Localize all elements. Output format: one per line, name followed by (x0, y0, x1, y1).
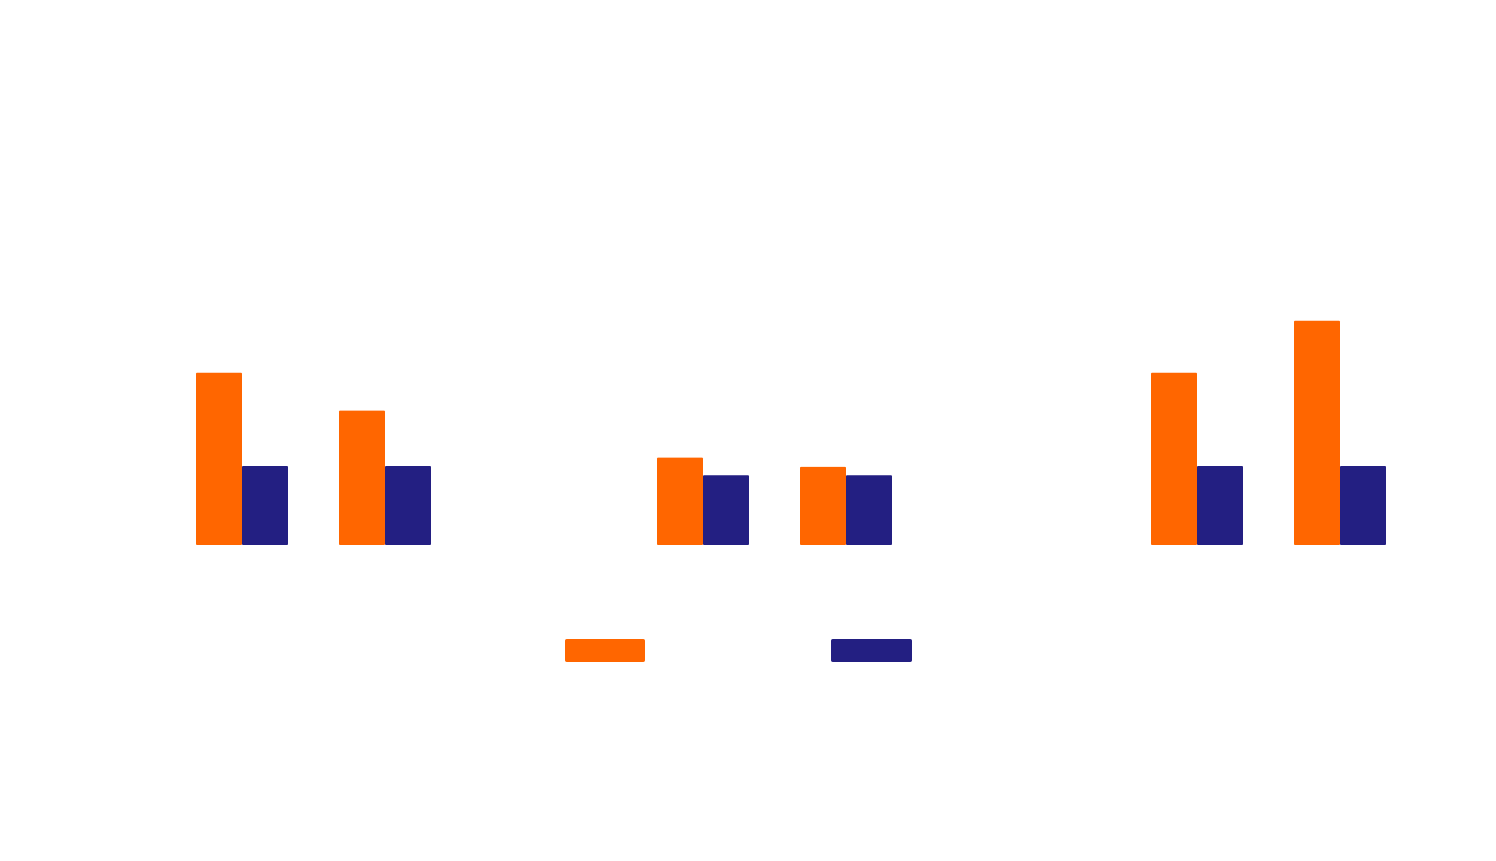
bar-panel2-series2-cat1 (703, 475, 749, 545)
bar-panel3-series2-cat1 (1197, 466, 1243, 545)
bar-panel3-series1-cat1 (1151, 372, 1197, 545)
bar-panel2-series1-cat1 (657, 457, 703, 545)
bar-panel2-series1-cat2 (800, 466, 846, 545)
bar-panel1-series2-cat2 (385, 466, 431, 545)
legend-swatch-series2 (831, 639, 912, 662)
bar-panel3-series2-cat2 (1340, 466, 1386, 545)
legend-swatch-series1 (565, 639, 645, 662)
bar-panel1-series1-cat2 (339, 410, 385, 545)
bar-panel1-series1-cat1 (196, 372, 242, 545)
bar-panel1-series2-cat1 (242, 466, 288, 545)
bar-panel2-series2-cat2 (846, 475, 892, 545)
bar-panel3-series1-cat2 (1294, 320, 1340, 545)
